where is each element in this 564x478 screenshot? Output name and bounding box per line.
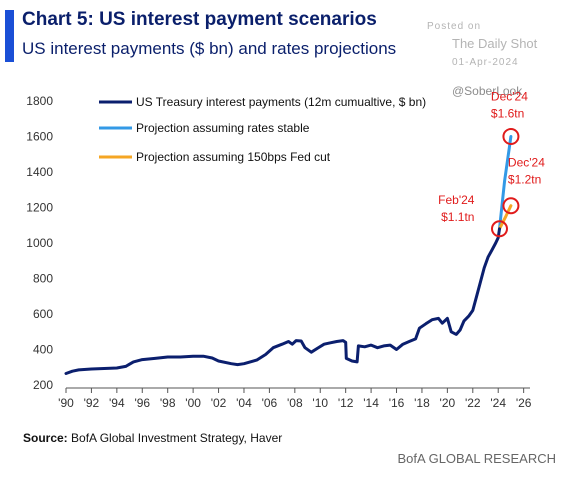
legend-label: US Treasury interest payments (12m cumua… xyxy=(136,95,426,109)
watermark-date: 01-Apr-2024 xyxy=(452,57,519,68)
chart-title: Chart 5: US interest payment scenarios xyxy=(22,9,377,30)
x-tick-label: '00 xyxy=(185,396,201,410)
annotation-label: $1.6tn xyxy=(491,107,524,121)
series-line-fed-cut xyxy=(498,204,513,231)
x-tick-label: '96 xyxy=(134,396,150,410)
x-tick-label: '98 xyxy=(160,396,176,410)
legend-label: Projection assuming rates stable xyxy=(136,121,310,135)
series-line-rates-stable xyxy=(498,135,513,231)
watermark-posted: Posted on xyxy=(427,21,482,32)
y-tick-label: 800 xyxy=(33,272,53,286)
legend: US Treasury interest payments (12m cumua… xyxy=(99,95,426,164)
brand-footer: BofA GLOBAL RESEARCH xyxy=(397,451,556,466)
x-tick-label: '18 xyxy=(414,396,430,410)
annotation-label: $1.1tn xyxy=(441,210,474,224)
y-tick-label: 1800 xyxy=(26,94,53,108)
y-tick-label: 600 xyxy=(33,307,53,321)
watermark-site: The Daily Shot xyxy=(452,36,538,51)
y-axis: 200 400 600 800 1000 1200 1400 1600 1800 xyxy=(26,94,53,392)
annotations: Dec'24 $1.6tn Dec'24 $1.2tn Feb'24 $1.1tn xyxy=(438,90,545,238)
source-note: Source: BofA Global Investment Strategy,… xyxy=(23,431,282,445)
x-tick-label: '26 xyxy=(516,396,532,410)
chart-subtitle: US interest payments ($ bn) and rates pr… xyxy=(22,39,397,58)
series-line-history xyxy=(64,227,501,375)
x-tick-label: '12 xyxy=(338,396,354,410)
x-tick-label: '02 xyxy=(211,396,227,410)
x-tick-label: '06 xyxy=(262,396,278,410)
x-tick-label: '20 xyxy=(440,396,456,410)
series-layer xyxy=(64,135,513,375)
x-tick-label: '90 xyxy=(58,396,74,410)
x-axis: '90 '92 '94 '96 '98 '00 '02 '04 '06 '08 '10 '12 '14 '… xyxy=(58,387,532,410)
source-label: Source: xyxy=(23,431,68,445)
x-tick-label: '08 xyxy=(287,396,303,410)
source-text: BofA Global Investment Strategy, Haver xyxy=(67,431,283,445)
annotation-label: $1.2tn xyxy=(508,173,541,187)
watermark-handle: @SoberLook xyxy=(452,84,523,98)
title-accent-bar xyxy=(5,10,14,62)
annotation-label: Dec'24 xyxy=(491,90,528,104)
annotation-circle xyxy=(490,220,508,238)
x-tick-label: '22 xyxy=(465,396,481,410)
annotation-circle xyxy=(502,197,520,215)
x-tick-label: '92 xyxy=(84,396,100,410)
x-tick-label: '14 xyxy=(363,396,379,410)
x-tick-label: '16 xyxy=(389,396,405,410)
y-tick-label: 400 xyxy=(33,343,53,357)
y-tick-label: 1000 xyxy=(26,236,53,250)
annotation-label: Dec'24 xyxy=(508,156,545,170)
x-tick-label: '94 xyxy=(109,396,125,410)
x-tick-label: '04 xyxy=(236,396,252,410)
y-tick-label: 1200 xyxy=(26,201,53,215)
y-tick-label: 1600 xyxy=(26,130,53,144)
y-tick-label: 200 xyxy=(33,378,53,392)
legend-label: Projection assuming 150bps Fed cut xyxy=(136,150,331,164)
y-tick-label: 1400 xyxy=(26,165,53,179)
x-tick-label: '10 xyxy=(312,396,328,410)
x-tick-label: '24 xyxy=(490,396,506,410)
annotation-circle xyxy=(502,128,520,145)
annotation-label: Feb'24 xyxy=(438,193,475,207)
